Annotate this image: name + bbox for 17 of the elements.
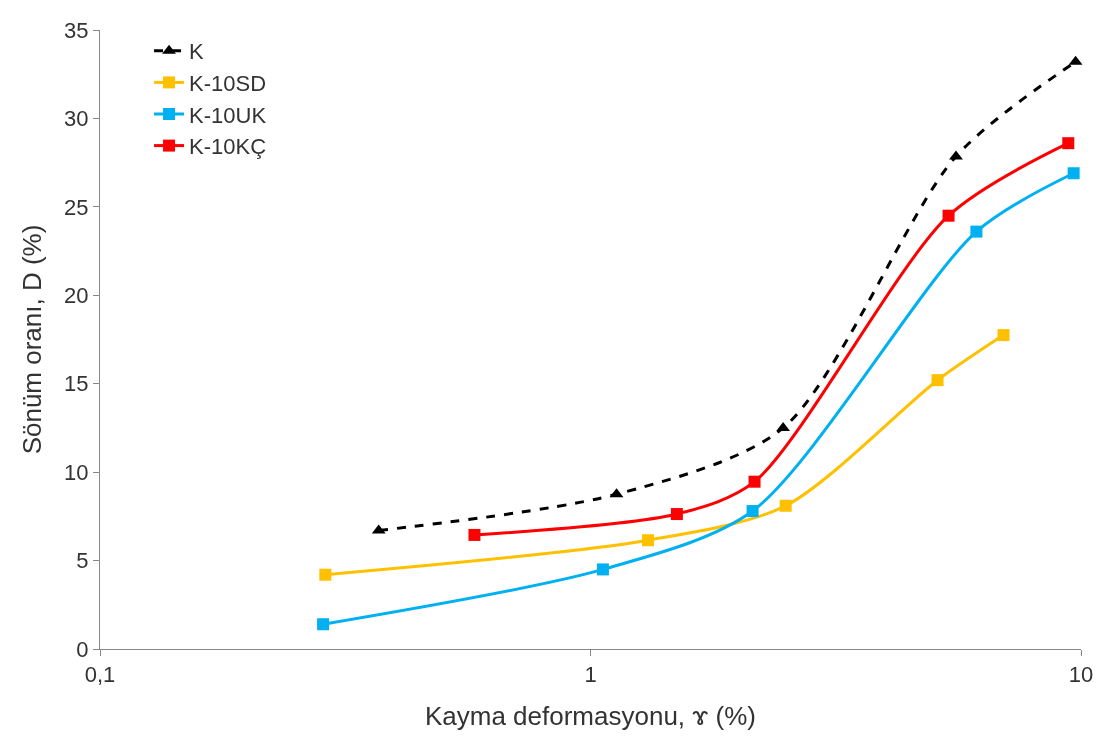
legend-label: K [189,39,205,65]
y-tick-label: 5 [76,548,89,574]
legend-label: K-10SD [189,70,267,96]
y-tick-label: 30 [64,106,89,132]
y-tick-label: 10 [64,459,89,485]
x-tick-label: 0,1 [84,662,116,688]
x-tick-label: 10 [1068,662,1094,688]
y-tick-label: 25 [64,194,89,220]
y-axis-title: Sönüm oranı, D (%) [16,224,47,455]
x-axis-title: Kayma deformasyonu, ɤ (%) [424,701,757,732]
legend-label: K-10UK [189,102,267,128]
legend-label: K-10KÇ [189,134,267,160]
x-tick-label: 1 [584,662,597,688]
y-tick-label: 20 [64,282,89,308]
y-tick-label: 15 [64,371,89,397]
y-tick-label: 35 [64,17,89,43]
y-tick-label: 0 [76,636,89,662]
